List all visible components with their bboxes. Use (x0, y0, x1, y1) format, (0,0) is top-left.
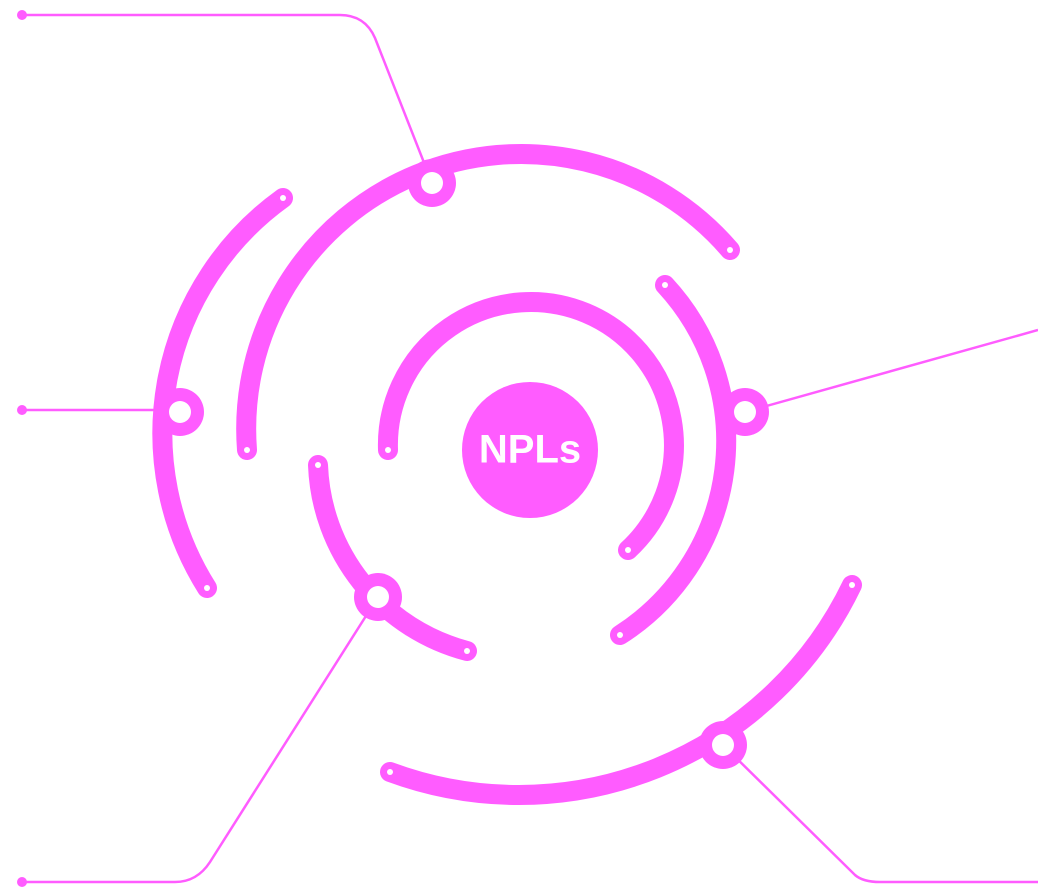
dot (244, 447, 250, 453)
node (699, 721, 747, 769)
dot (204, 585, 210, 591)
arc (318, 465, 467, 651)
wire (745, 330, 1038, 412)
wire-end-dots (17, 10, 27, 887)
dot (662, 282, 668, 288)
node (721, 388, 769, 436)
dot (625, 547, 631, 553)
arc (390, 585, 852, 795)
node (354, 573, 402, 621)
wire (22, 15, 432, 183)
dot (849, 582, 855, 588)
dot (387, 769, 393, 775)
center-label: NPLs (479, 428, 581, 472)
node (408, 159, 456, 207)
dot (17, 10, 27, 20)
dot (280, 195, 286, 201)
node (156, 388, 204, 436)
dot (727, 247, 733, 253)
wire (22, 597, 378, 882)
dot (17, 405, 27, 415)
dot (617, 632, 623, 638)
dot (385, 447, 391, 453)
wire (723, 745, 1038, 882)
dot (315, 462, 321, 468)
diagram: NPLs (0, 0, 1038, 890)
dot (17, 877, 27, 887)
dot (464, 648, 470, 654)
